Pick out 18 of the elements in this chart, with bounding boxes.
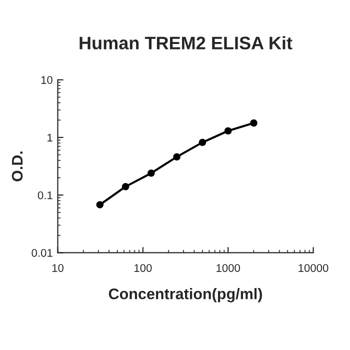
x-tick-label: 1000 xyxy=(216,264,240,272)
x-axis-title: Concentration(pg/ml) xyxy=(108,288,262,302)
chart-title: Human TREM2 ELISA Kit xyxy=(80,36,292,50)
point xyxy=(198,138,206,146)
x-tick-label: 10 xyxy=(52,264,64,272)
y-tick-label: 10 xyxy=(41,76,52,84)
point xyxy=(122,183,130,190)
y-tick-label: 0.01 xyxy=(32,248,52,257)
y-tick-label: 1 xyxy=(48,134,52,142)
point xyxy=(224,127,232,135)
x-tick-label: 10000 xyxy=(298,264,328,272)
y-axis-title: O.D. xyxy=(12,152,23,182)
y-tick-label: 0.1 xyxy=(38,191,52,200)
point xyxy=(173,153,180,161)
point xyxy=(148,170,155,177)
x-tick-label: 100 xyxy=(134,264,152,272)
point xyxy=(250,119,258,127)
point xyxy=(96,201,104,208)
